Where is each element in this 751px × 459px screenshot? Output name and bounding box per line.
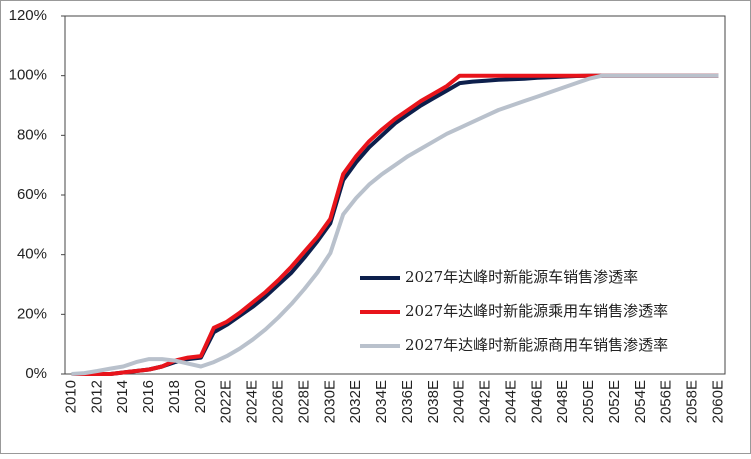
x-tick-label: 2026E bbox=[269, 380, 286, 423]
x-tick-label: 2052E bbox=[606, 380, 623, 423]
x-tick-label: 2042E bbox=[477, 380, 494, 423]
x-tick-label: 2060E bbox=[709, 380, 726, 423]
x-tick-label: 2048E bbox=[554, 380, 571, 423]
legend-label: 2027年达峰时新能源车销售渗透率 bbox=[405, 268, 638, 286]
x-tick-label: 2018 bbox=[166, 380, 183, 413]
legend-label: 2027年达峰时新能源商用车销售渗透率 bbox=[405, 336, 668, 354]
x-tick-label: 2056E bbox=[658, 380, 675, 423]
series-line bbox=[71, 73, 719, 376]
x-tick-label: 2016 bbox=[140, 380, 157, 413]
x-tick-label: 2036E bbox=[399, 380, 416, 423]
x-tick-label: 2032E bbox=[347, 380, 364, 423]
x-tick-label: 2034E bbox=[373, 380, 390, 423]
x-tick-label: 2038E bbox=[425, 380, 442, 423]
y-tick-label: 60% bbox=[17, 186, 47, 203]
x-tick-label: 2020 bbox=[192, 380, 209, 413]
x-tick-label: 2014 bbox=[114, 380, 131, 413]
x-tick-label: 2050E bbox=[580, 380, 597, 423]
x-tick-label: 2030E bbox=[321, 380, 338, 423]
x-tick-label: 2046E bbox=[528, 380, 545, 423]
x-tick-label: 2010 bbox=[62, 380, 79, 413]
y-tick-label: 20% bbox=[17, 305, 47, 322]
x-tick-label: 2040E bbox=[451, 380, 468, 423]
legend-label: 2027年达峰时新能源乘用车销售渗透率 bbox=[405, 302, 668, 320]
y-tick-label: 40% bbox=[17, 246, 47, 263]
x-tick-label: 2028E bbox=[295, 380, 312, 423]
x-tick-label: 2012 bbox=[88, 380, 105, 413]
x-tick-label: 2054E bbox=[632, 380, 649, 423]
y-tick-label: 120% bbox=[9, 7, 47, 24]
x-tick-label: 2044E bbox=[502, 380, 519, 423]
x-tick-label: 2058E bbox=[684, 380, 701, 423]
x-tick-label: 2022E bbox=[218, 380, 235, 423]
y-tick-label: 100% bbox=[9, 67, 47, 84]
y-tick-label: 0% bbox=[25, 365, 47, 382]
x-tick-label: 2024E bbox=[244, 380, 261, 423]
y-tick-label: 80% bbox=[17, 126, 47, 143]
